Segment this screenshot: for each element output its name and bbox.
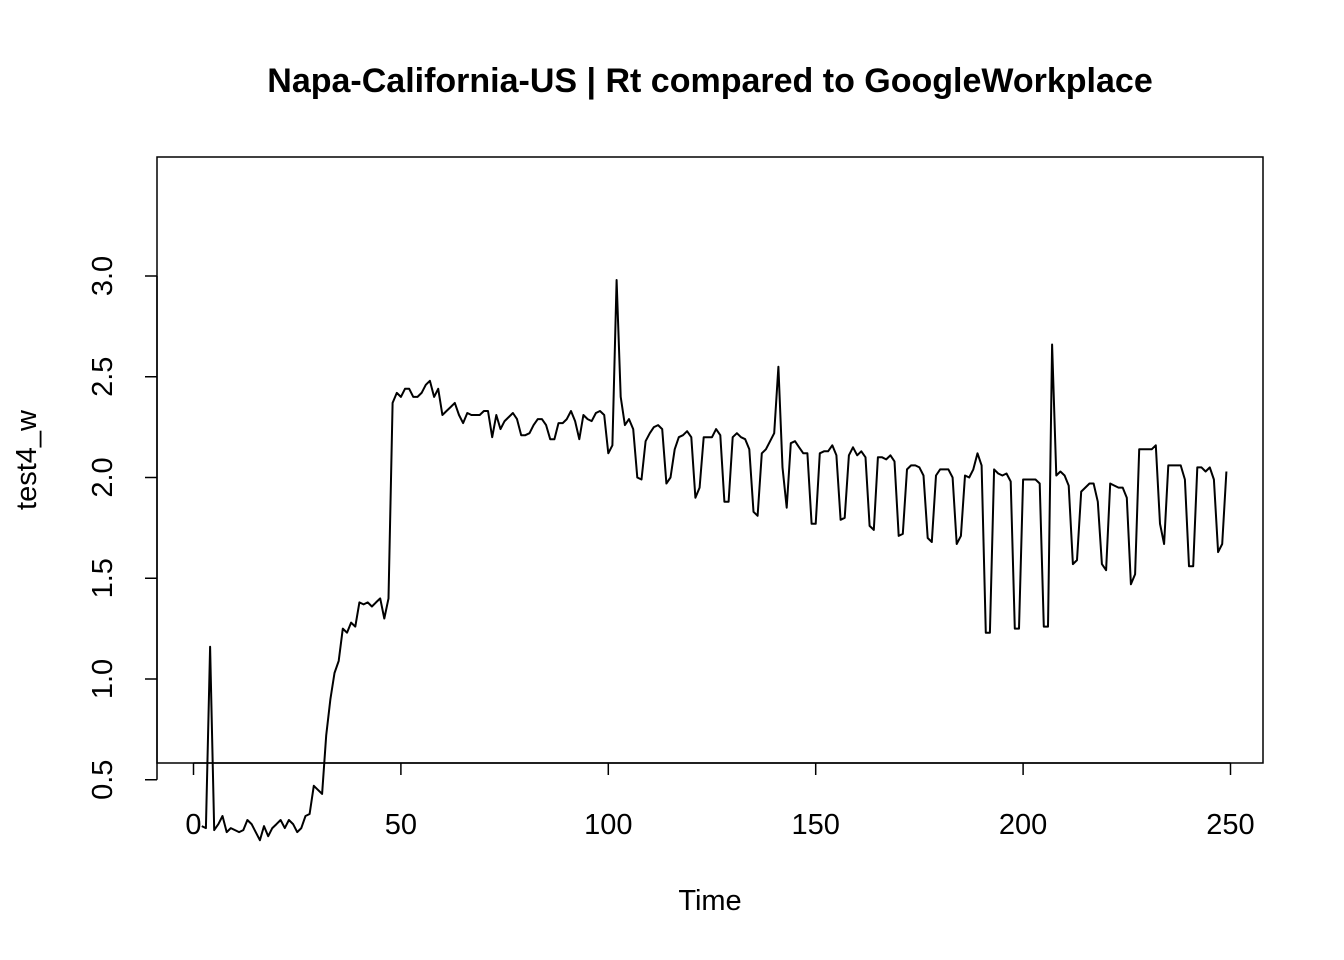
x-tick-label: 150 bbox=[792, 809, 840, 841]
x-axis: 0 50 100 150 200 250 bbox=[185, 762, 1255, 841]
y-tick-label: 2.0 bbox=[87, 457, 119, 497]
y-tick-label: 3.0 bbox=[87, 256, 119, 296]
y-tick-label: 0.5 bbox=[87, 760, 119, 800]
y-axis: 0.5 1.0 1.5 2.0 2.5 3.0 bbox=[87, 256, 158, 800]
y-tick-label: 1.0 bbox=[87, 659, 119, 699]
plot-frame bbox=[156, 156, 1264, 764]
x-tick-label: 0 bbox=[185, 809, 201, 841]
x-tick-label: 100 bbox=[584, 809, 632, 841]
chart-title: Napa-California-US | Rt compared to Goog… bbox=[267, 62, 1152, 100]
series-group bbox=[201, 279, 1228, 842]
x-tick-label: 200 bbox=[999, 809, 1047, 841]
series-line bbox=[201, 279, 1228, 842]
y-tick-label: 1.5 bbox=[87, 558, 119, 598]
x-tick-label: 50 bbox=[385, 809, 417, 841]
x-tick-label: 250 bbox=[1206, 809, 1254, 841]
x-axis-label: Time bbox=[678, 885, 741, 917]
y-axis-label: test4_w bbox=[11, 409, 43, 510]
y-tick-label: 2.5 bbox=[87, 357, 119, 397]
